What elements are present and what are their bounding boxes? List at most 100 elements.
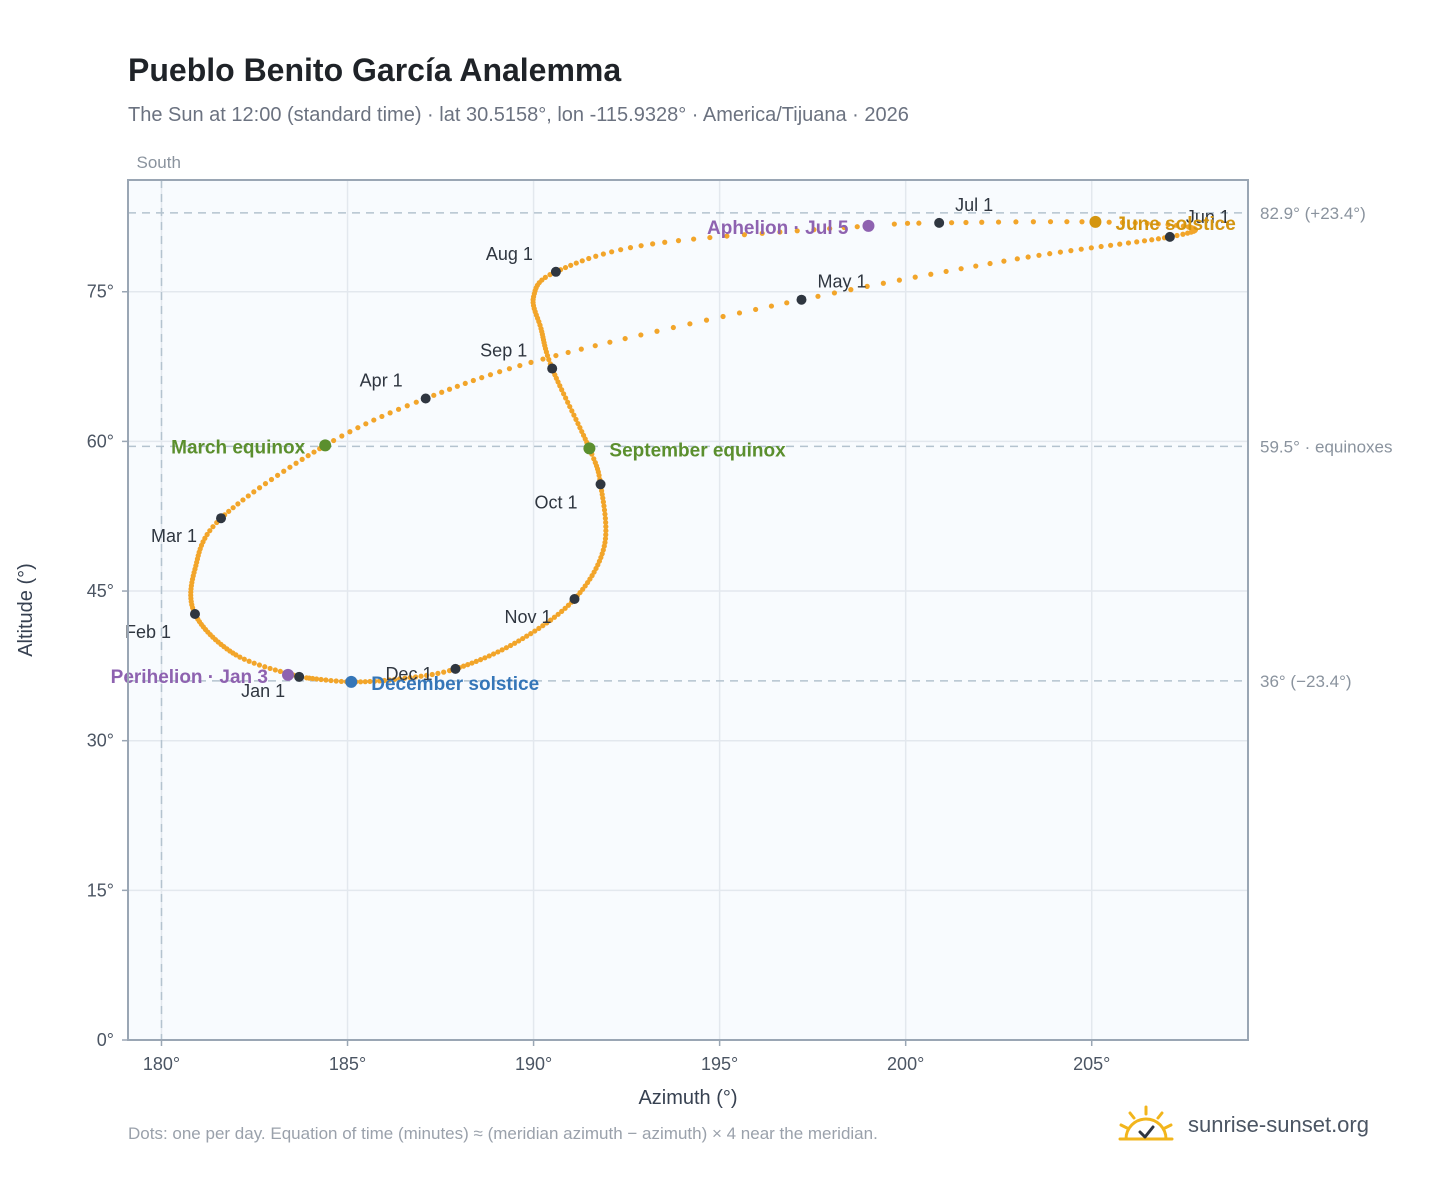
analemma-day-dot [454,383,460,389]
event-label: June solstice [1115,214,1235,235]
analemma-day-dot [237,654,243,660]
analemma-day-dot [603,532,609,538]
analemma-day-dot [592,343,598,349]
month-marker [796,294,807,305]
event-marker [282,668,294,681]
analemma-day-dot [207,528,213,534]
analemma-day-dot [407,674,413,681]
analemma-day-dot [827,225,833,232]
month-label: Oct 1 [535,492,578,512]
analemma-day-dot [277,668,283,675]
analemma-day-dot [602,511,608,517]
analemma-day-dot [267,665,273,672]
analemma-day-dot [573,416,579,422]
analemma-day-dot [1155,221,1161,227]
analemma-day-dot [429,671,435,678]
analemma-day-dot [333,678,339,684]
analemma-day-dot [784,300,790,306]
chart-subtitle: The Sun at 12:00 (standard time) · lat 3… [128,104,909,126]
analemma-day-dot [600,495,606,501]
analemma-day-dot [627,245,634,251]
analemma-day-dot [841,224,847,231]
analemma-day-dot [896,277,902,283]
analemma-day-dot [891,221,897,227]
analemma-day-dot [565,399,571,405]
month-label: Sep 1 [480,341,527,361]
month-marker [216,513,227,524]
plot-area [128,180,1248,1040]
analemma-day-dot [600,251,606,257]
analemma-day-dot [565,349,571,356]
analemma-day-dot [736,310,743,316]
axes: 180° 185° 190° 195° 200° 205° 0° 15° 30° 45° 60° 75… [15,282,1110,1109]
analemma-day-dot [831,290,838,296]
analemma-day-dot [241,656,247,662]
analemma-day-dot [281,468,287,474]
analemma-day-dot [460,663,467,669]
analemma-day-dot [1108,242,1114,248]
analemma-day-dot [622,335,628,342]
analemma-day-dot [251,660,257,666]
analemma-day-dot [293,460,299,466]
analemma-day-dot [379,413,385,420]
analemma-day-dot [512,640,518,646]
analemma-day-dot [741,232,748,238]
analemma-day-dot [314,676,320,682]
analemma-day-dot [1180,231,1186,237]
analemma-day-dot [602,536,609,542]
footnote: Dots: one per day. Equation of time (min… [128,1124,878,1143]
analemma-day-dot [995,219,1002,225]
analemma-day-dot [1119,219,1126,226]
reference-label: 82.9° (+23.4°) [1260,204,1366,223]
analemma-day-dot [418,673,424,679]
analemma-day-dot [412,674,419,680]
event-markers: March equinox September equinox June solst… [111,214,1236,695]
event-marker [345,675,358,688]
month-label: Jan 1 [241,681,285,701]
analemma-day-dot [490,651,497,657]
analemma-day-dot [559,387,565,393]
analemma-day-dot [565,602,572,608]
event-label: Aphelion · Jul 5 [707,218,849,239]
analemma-day-dot [703,317,710,323]
analemma-day-dot [1030,219,1036,225]
analemma-day-dot [431,392,437,398]
analemma-day-dot [331,437,337,444]
analemma-day-dot [1047,251,1053,257]
analemma-day-dot [482,655,488,661]
analemma-day-dot [516,638,522,644]
analemma-day-dot [662,239,668,245]
analemma-day-dot [470,377,476,384]
month-marker [189,608,200,619]
analemma-day-dot [575,420,581,427]
analemma-day-dot [601,507,608,513]
analemma-day-dot [362,679,368,685]
analemma-day-dot [473,658,479,664]
analemma-day-dot [916,220,922,226]
analemma-day-dot [1106,219,1112,225]
analemma-day-dot [256,662,263,668]
analemma-day-dot [395,406,402,412]
analemma-day-dot [987,260,993,267]
event-marker [862,219,875,232]
analemma-day-dot [542,274,548,280]
brand-name[interactable]: sunrise-sunset.org [1188,1112,1369,1137]
analemma-day-dot [794,228,800,234]
analemma-day-dot [602,515,608,521]
analemma-day-dot [1141,238,1148,244]
analemma-day-dot [880,280,886,286]
analemma-day-dot [363,421,369,427]
analemma-day-dot [551,614,558,620]
analemma-day-dot [210,524,216,530]
analemma-day-dot [1180,223,1186,229]
analemma-day-dot [381,677,388,684]
analemma-day-dot [413,399,419,405]
analemma-day-dot [202,535,208,541]
brand[interactable]: sunrise-sunset.org [1118,1100,1369,1150]
month-markers: Jan 1 Feb 1 Mar 1 Apr 1 May 1 Jun 1 Jul 1 Aug 1… [125,195,1230,701]
analemma-day-dot [1149,237,1155,243]
analemma-day-dot [357,679,364,685]
analemma-day-dot [1134,239,1140,245]
chart-title: Pueblo Benito García Analemma [128,52,622,88]
